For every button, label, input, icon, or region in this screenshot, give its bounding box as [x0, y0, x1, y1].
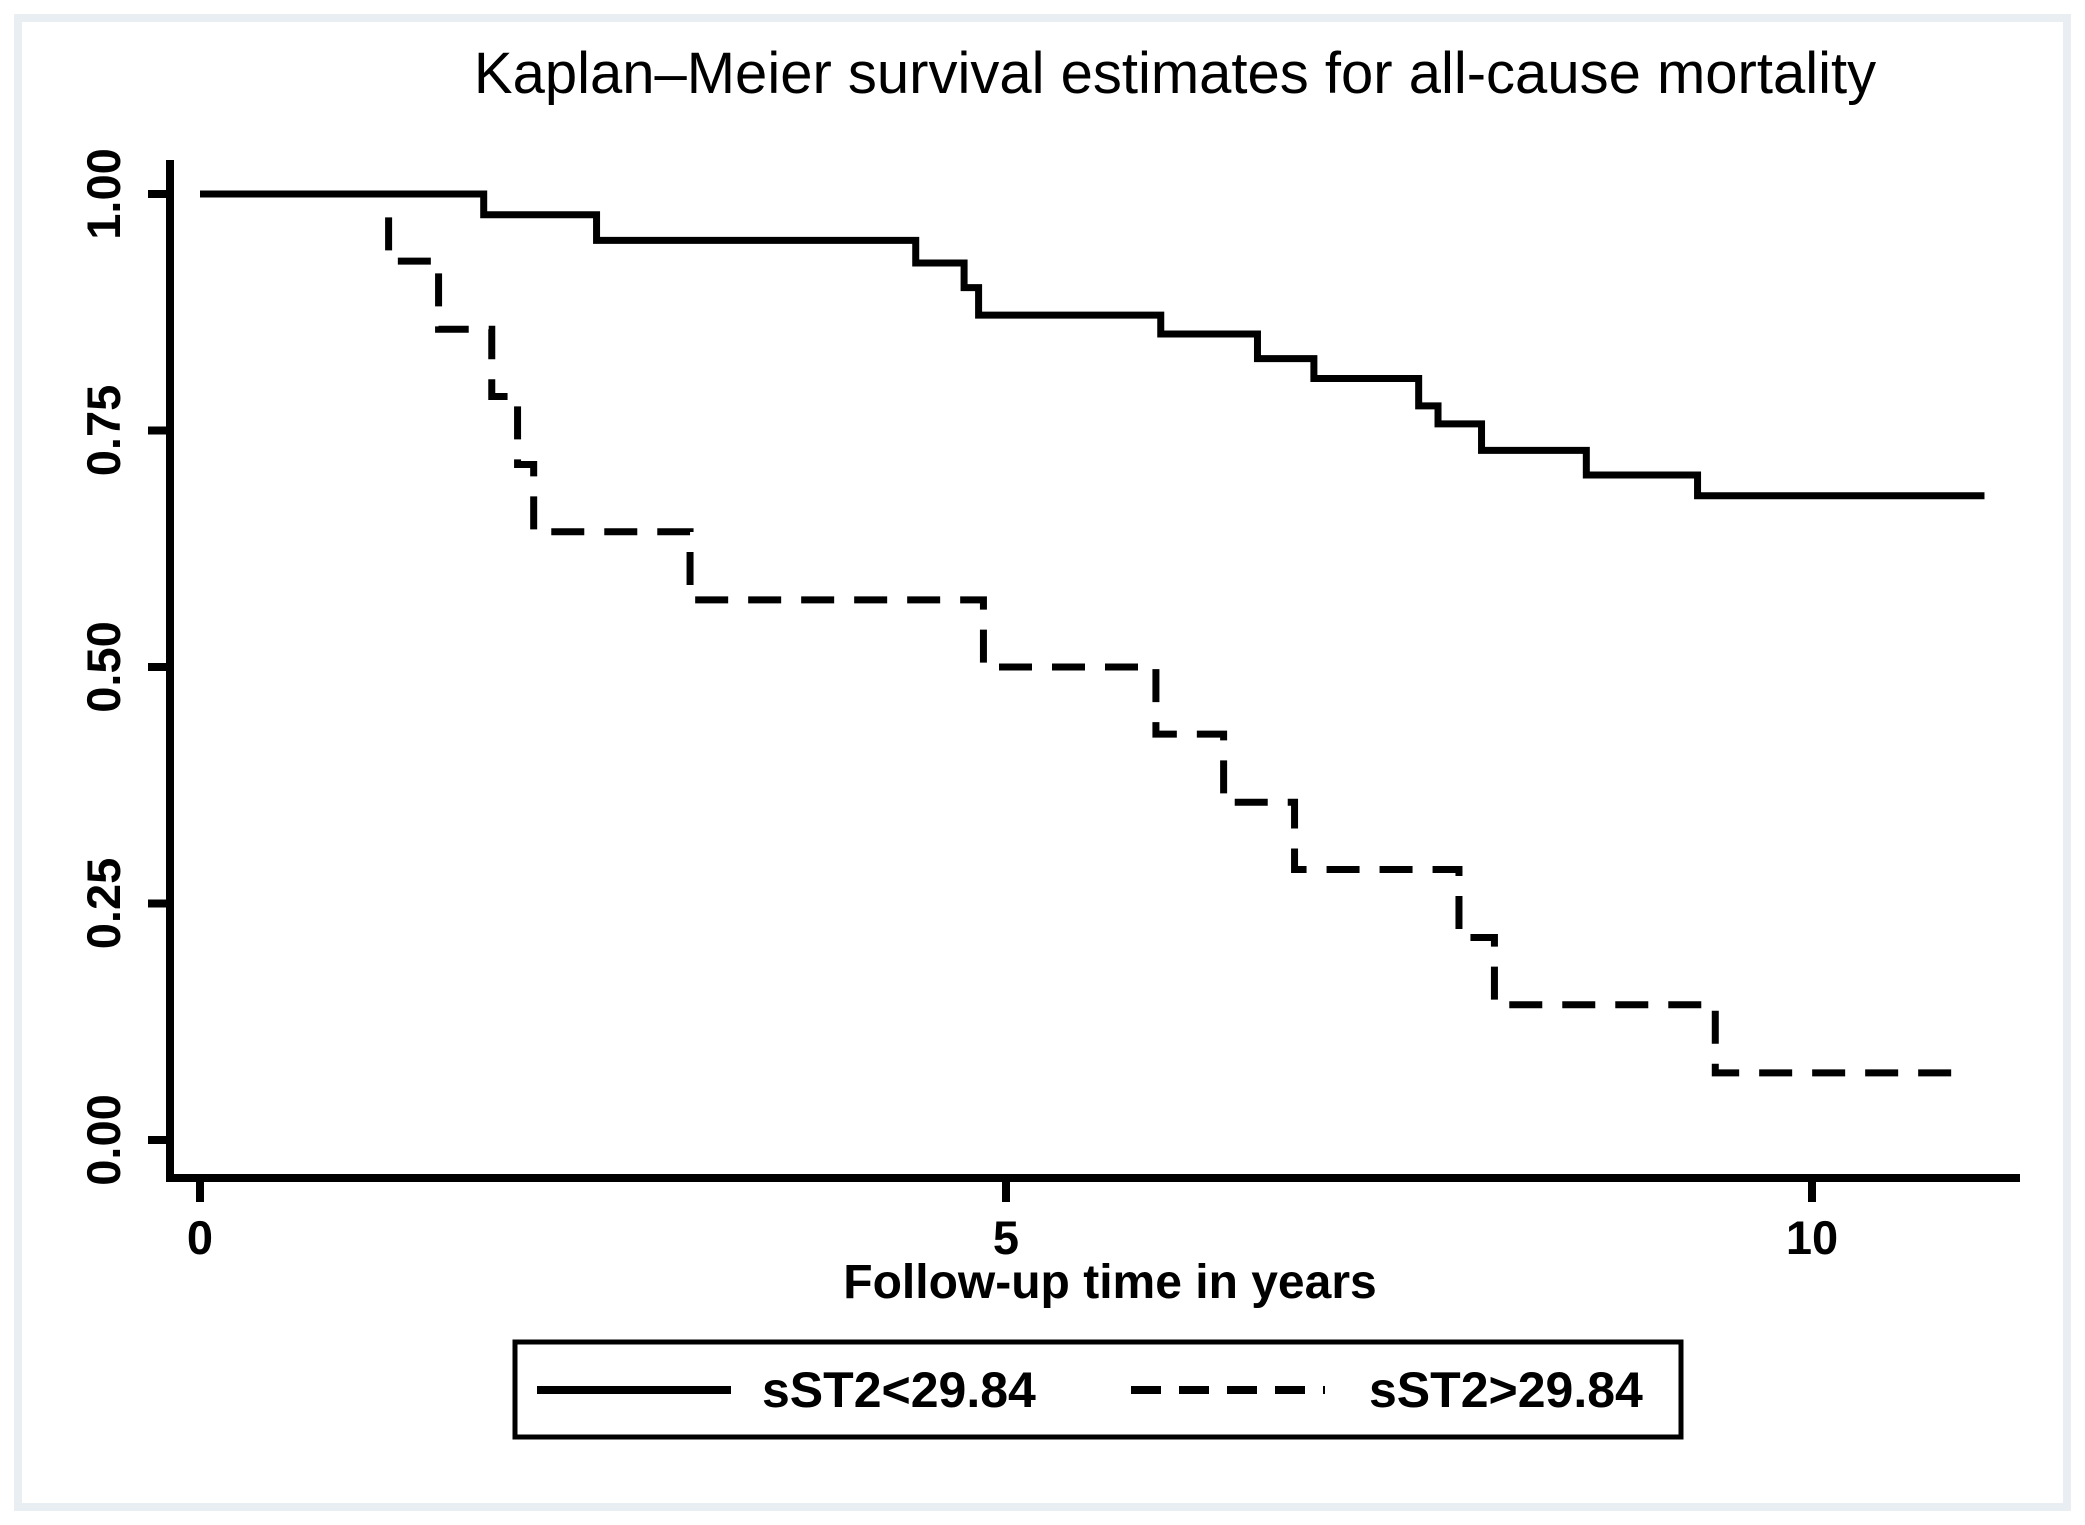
- y-tick-label: 0.75: [77, 385, 130, 476]
- x-axis-label: Follow-up time in years: [843, 1256, 1376, 1309]
- y-tick-label: 1.00: [77, 148, 130, 239]
- y-tick-label: 0.25: [77, 858, 130, 949]
- y-axis: 0.00 0.25 0.50 0.75 1.00: [77, 148, 174, 1186]
- x-tick-label: 5: [993, 1211, 1019, 1264]
- y-tick-label: 0.00: [77, 1094, 130, 1185]
- legend-label-solid: sST2<29.84: [762, 1362, 1036, 1418]
- x-tick-label: 10: [1786, 1211, 1838, 1264]
- km-curve-solid: [200, 190, 1985, 500]
- legend-label-dashed: sST2>29.84: [1369, 1362, 1643, 1418]
- y-tick-label: 0.50: [77, 621, 130, 712]
- legend: sST2<29.84 sST2>29.84: [512, 1339, 1684, 1440]
- x-tick-label: 0: [187, 1211, 213, 1264]
- km-curve-dashed: [200, 190, 1969, 1077]
- figure-frame: [14, 14, 2071, 1511]
- chart-title: Kaplan–Meier survival estimates for all-…: [474, 41, 1876, 106]
- x-axis: 0 5 10 Follow-up time in years: [166, 1174, 2020, 1309]
- x-ticks: 0 5 10: [187, 1178, 1838, 1264]
- y-ticks: 0.00 0.25 0.50 0.75 1.00: [77, 148, 170, 1186]
